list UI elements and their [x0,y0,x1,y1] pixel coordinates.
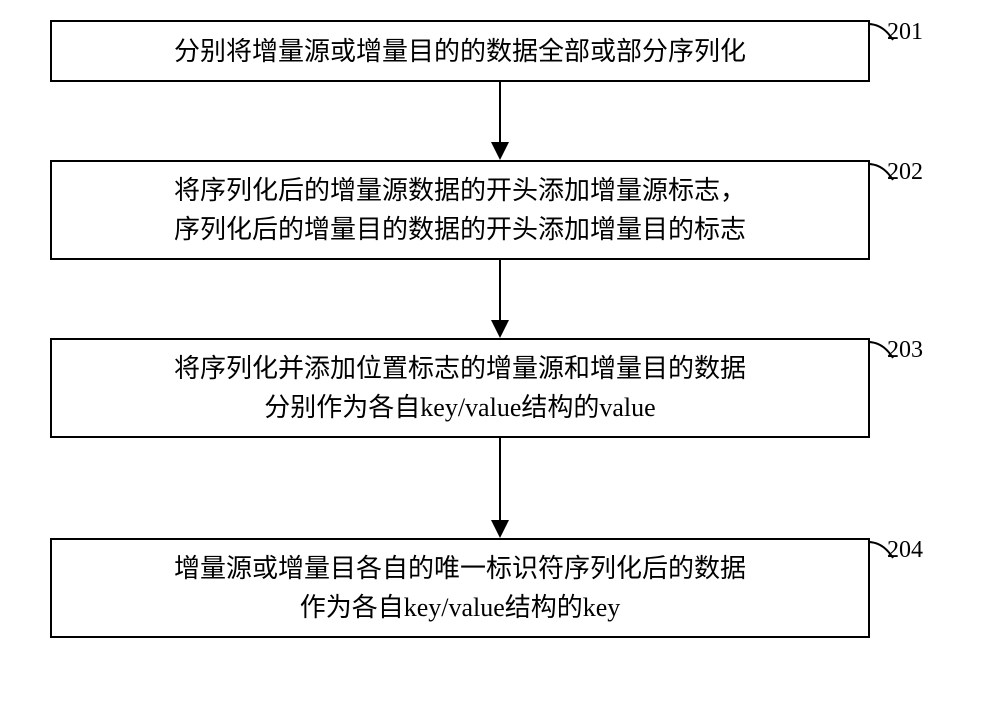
arrow-1 [50,82,950,160]
arrow-down-icon [480,260,520,338]
arrow-3 [50,438,950,538]
flowchart-node-203: 将序列化并添加位置标志的增量源和增量目的数据 分别作为各自key/value结构… [50,338,870,438]
flowchart-node-201: 分别将增量源或增量目的的数据全部或部分序列化 201 [50,20,870,82]
node-text-wrapper: 将序列化后的增量源数据的开头添加增量源标志， 序列化后的增量目的数据的开头添加增… [174,171,746,249]
arrow-down-icon [480,438,520,538]
flowchart-node-202: 将序列化后的增量源数据的开头添加增量源标志， 序列化后的增量目的数据的开头添加增… [50,160,870,260]
node-label: 203 [887,332,923,368]
node-label: 201 [887,14,923,50]
flowchart-container: 分别将增量源或增量目的的数据全部或部分序列化 201 将序列化后的增量源数据的开… [50,20,950,638]
flowchart-node-204: 增量源或增量目各自的唯一标识符序列化后的数据 作为各自key/value结构的k… [50,538,870,638]
node-text-line2: 序列化后的增量目的数据的开头添加增量目的标志 [174,210,746,249]
node-text-wrapper: 将序列化并添加位置标志的增量源和增量目的数据 分别作为各自key/value结构… [174,349,746,427]
node-label: 202 [887,154,923,190]
node-text-line2: 作为各自key/value结构的key [174,588,746,627]
arrow-2 [50,260,950,338]
node-text-line1: 将序列化并添加位置标志的增量源和增量目的数据 [174,349,746,388]
node-text-wrapper: 增量源或增量目各自的唯一标识符序列化后的数据 作为各自key/value结构的k… [174,549,746,627]
node-text: 分别将增量源或增量目的的数据全部或部分序列化 [174,32,746,71]
arrow-down-icon [480,82,520,160]
node-label: 204 [887,532,923,568]
node-text-line1: 增量源或增量目各自的唯一标识符序列化后的数据 [174,549,746,588]
node-text-line2: 分别作为各自key/value结构的value [174,388,746,427]
node-text-line1: 将序列化后的增量源数据的开头添加增量源标志， [174,171,746,210]
